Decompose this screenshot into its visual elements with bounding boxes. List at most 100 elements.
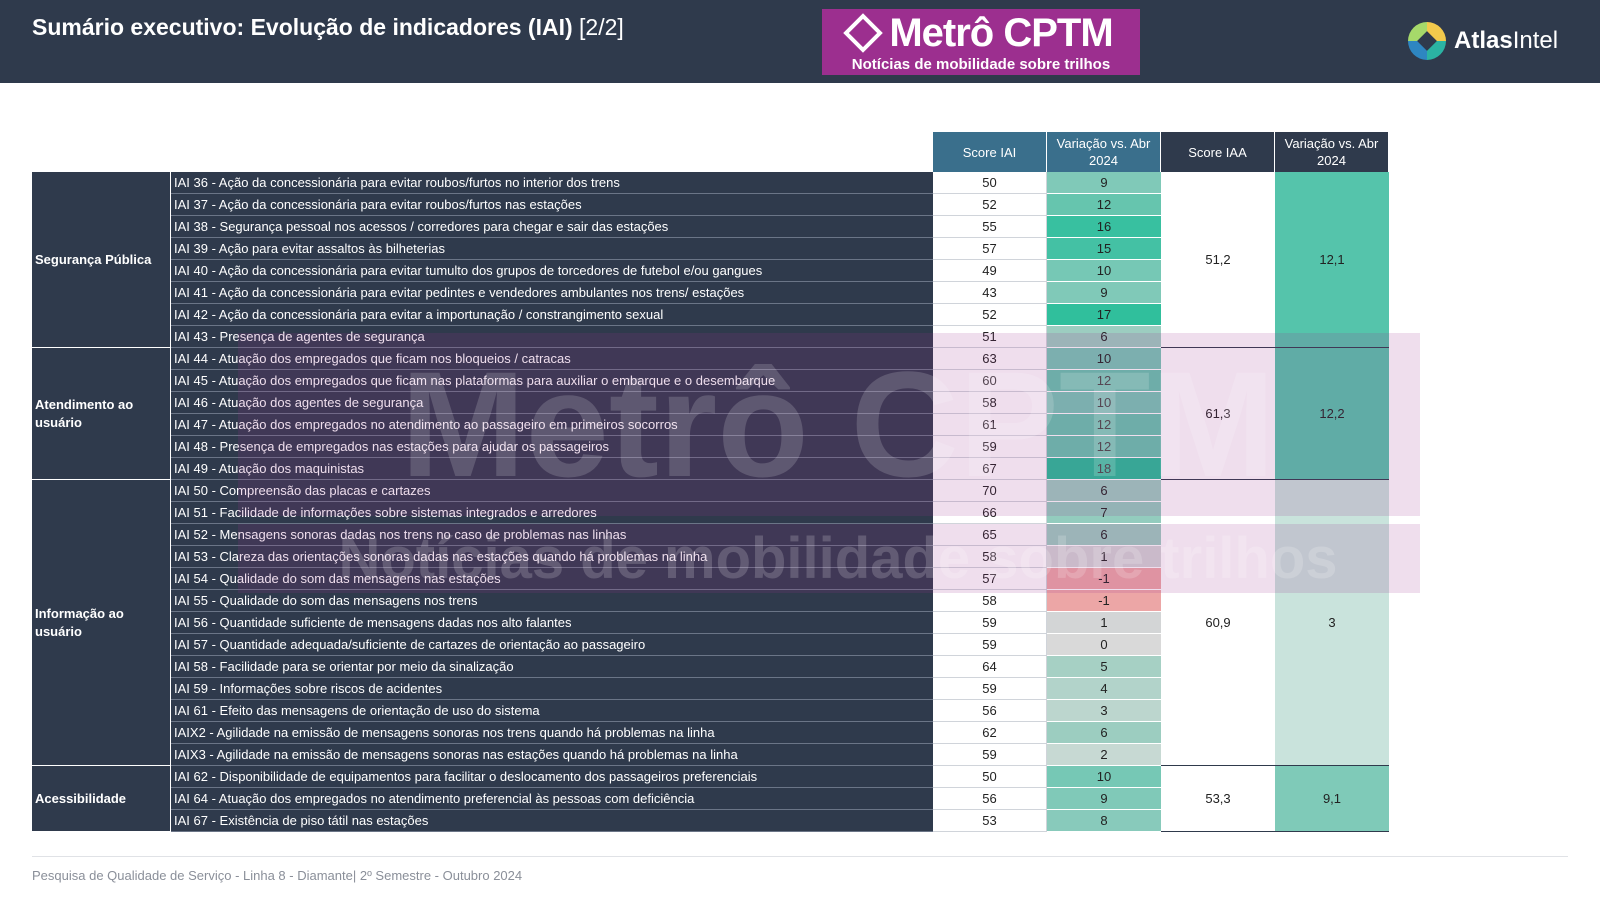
indicator-score: 49 <box>933 260 1047 282</box>
indicator-score: 59 <box>933 612 1047 634</box>
indicator-score: 50 <box>933 172 1047 194</box>
group-iaa-variation: 9,1 <box>1275 766 1389 832</box>
header-var-iaa: Variação vs. Abr 2024 <box>1275 132 1389 172</box>
indicator-label: IAI 43 - Presença de agentes de seguranç… <box>171 326 933 348</box>
indicator-score: 58 <box>933 590 1047 612</box>
header-bar: Sumário executivo: Evolução de indicador… <box>0 0 1600 83</box>
group-iaa-score: 51,2 <box>1161 172 1275 348</box>
indicator-label: IAI 61 - Efeito das mensagens de orienta… <box>171 700 933 722</box>
indicator-label: IAI 64 - Atuação dos empregados no atend… <box>171 788 933 810</box>
indicator-variation: 9 <box>1047 282 1161 304</box>
indicator-label: IAI 57 - Quantidade adequada/suficiente … <box>171 634 933 656</box>
group-label: Informação ao usuário <box>32 480 171 766</box>
indicator-score: 57 <box>933 238 1047 260</box>
indicator-label: IAI 59 - Informações sobre riscos de aci… <box>171 678 933 700</box>
indicator-variation: 7 <box>1047 502 1161 524</box>
indicator-label: IAI 56 - Quantidade suficiente de mensag… <box>171 612 933 634</box>
indicator-label: IAI 52 - Mensagens sonoras dadas nos tre… <box>171 524 933 546</box>
indicator-score: 52 <box>933 304 1047 326</box>
indicator-score: 59 <box>933 744 1047 766</box>
group-label: Acessibilidade <box>32 766 171 832</box>
page-title: Sumário executivo: Evolução de indicador… <box>32 14 624 40</box>
indicator-variation: 8 <box>1047 810 1161 832</box>
group-iaa-score: 60,9 <box>1161 480 1275 766</box>
indicator-score: 58 <box>933 392 1047 414</box>
indicator-variation: 2 <box>1047 744 1161 766</box>
indicator-score: 59 <box>933 634 1047 656</box>
indicator-score: 56 <box>933 700 1047 722</box>
indicator-score: 59 <box>933 436 1047 458</box>
group-iaa-variation: 12,2 <box>1275 348 1389 480</box>
metro-diamond-icon <box>843 13 884 53</box>
indicator-label: IAI 47 - Atuação dos empregados no atend… <box>171 414 933 436</box>
indicator-variation: 17 <box>1047 304 1161 326</box>
indicator-label: IAI 44 - Atuação dos empregados que fica… <box>171 348 933 370</box>
indicator-variation: 12 <box>1047 414 1161 436</box>
indicator-score: 43 <box>933 282 1047 304</box>
indicator-score: 51 <box>933 326 1047 348</box>
indicator-variation: 10 <box>1047 766 1161 788</box>
atlas-mark-icon <box>1408 22 1446 60</box>
indicator-variation: 6 <box>1047 722 1161 744</box>
group-iaa-variation: 3 <box>1275 480 1389 766</box>
group-label: Atendimento ao usuário <box>32 348 171 480</box>
indicator-label: IAI 46 - Atuação dos agentes de seguranç… <box>171 392 933 414</box>
indicator-label: IAI 49 - Atuação dos maquinistas <box>171 458 933 480</box>
group-iaa-score: 61,3 <box>1161 348 1275 480</box>
indicator-variation: 4 <box>1047 678 1161 700</box>
indicator-score: 57 <box>933 568 1047 590</box>
indicator-variation: 5 <box>1047 656 1161 678</box>
header-score-iaa: Score IAA <box>1161 132 1275 172</box>
indicator-score: 64 <box>933 656 1047 678</box>
indicator-variation: 12 <box>1047 436 1161 458</box>
indicator-score: 55 <box>933 216 1047 238</box>
atlas-wordmark: AtlasIntel <box>1454 27 1559 54</box>
indicator-label: IAI 48 - Presença de empregados nas esta… <box>171 436 933 458</box>
indicator-score: 70 <box>933 480 1047 502</box>
indicator-label: IAIX3 - Agilidade na emissão de mensagen… <box>171 744 933 766</box>
indicator-label: IAI 54 - Qualidade do som das mensagens … <box>171 568 933 590</box>
indicator-score: 53 <box>933 810 1047 832</box>
indicator-variation: 9 <box>1047 788 1161 810</box>
indicator-score: 58 <box>933 546 1047 568</box>
indicator-score: 50 <box>933 766 1047 788</box>
group-label: Segurança Pública <box>32 172 171 348</box>
indicator-variation: 6 <box>1047 480 1161 502</box>
indicator-variation: 6 <box>1047 326 1161 348</box>
indicator-label: IAI 53 - Clareza das orientações sonoras… <box>171 546 933 568</box>
indicator-score: 63 <box>933 348 1047 370</box>
footer-divider <box>32 856 1568 857</box>
indicator-score: 62 <box>933 722 1047 744</box>
page-number: [2/2] <box>579 14 624 40</box>
indicator-score: 67 <box>933 458 1047 480</box>
indicator-variation: 1 <box>1047 612 1161 634</box>
metro-cptm-logo: Metrô CPTM Notícias de mobilidade sobre … <box>822 9 1140 75</box>
indicator-score: 66 <box>933 502 1047 524</box>
header-var-iai: Variação vs. Abr 2024 <box>1047 132 1161 172</box>
indicator-label: IAI 40 - Ação da concessionária para evi… <box>171 260 933 282</box>
indicator-label: IAI 42 - Ação da concessionária para evi… <box>171 304 933 326</box>
indicator-score: 52 <box>933 194 1047 216</box>
group-iaa-variation: 12,1 <box>1275 172 1389 348</box>
footer-text: Pesquisa de Qualidade de Serviço - Linha… <box>32 868 523 883</box>
indicator-label: IAI 55 - Qualidade do som das mensagens … <box>171 590 933 612</box>
indicator-variation: -1 <box>1047 568 1161 590</box>
indicator-variation: 16 <box>1047 216 1161 238</box>
indicator-variation: -1 <box>1047 590 1161 612</box>
indicator-score: 61 <box>933 414 1047 436</box>
indicator-variation: 3 <box>1047 700 1161 722</box>
indicator-label: IAI 50 - Compreensão das placas e cartaz… <box>171 480 933 502</box>
group-iaa-score: 53,3 <box>1161 766 1275 832</box>
indicator-variation: 12 <box>1047 194 1161 216</box>
indicator-variation: 10 <box>1047 392 1161 414</box>
indicator-label: IAI 51 - Facilidade de informações sobre… <box>171 502 933 524</box>
indicator-label: IAI 36 - Ação da concessionária para evi… <box>171 172 933 194</box>
indicator-label: IAI 67 - Existência de piso tátil nas es… <box>171 810 933 832</box>
indicator-variation: 1 <box>1047 546 1161 568</box>
indicator-score: 59 <box>933 678 1047 700</box>
indicator-variation: 12 <box>1047 370 1161 392</box>
indicator-variation: 15 <box>1047 238 1161 260</box>
indicator-label: IAI 45 - Atuação dos empregados que fica… <box>171 370 933 392</box>
indicator-variation: 6 <box>1047 524 1161 546</box>
indicator-variation: 9 <box>1047 172 1161 194</box>
